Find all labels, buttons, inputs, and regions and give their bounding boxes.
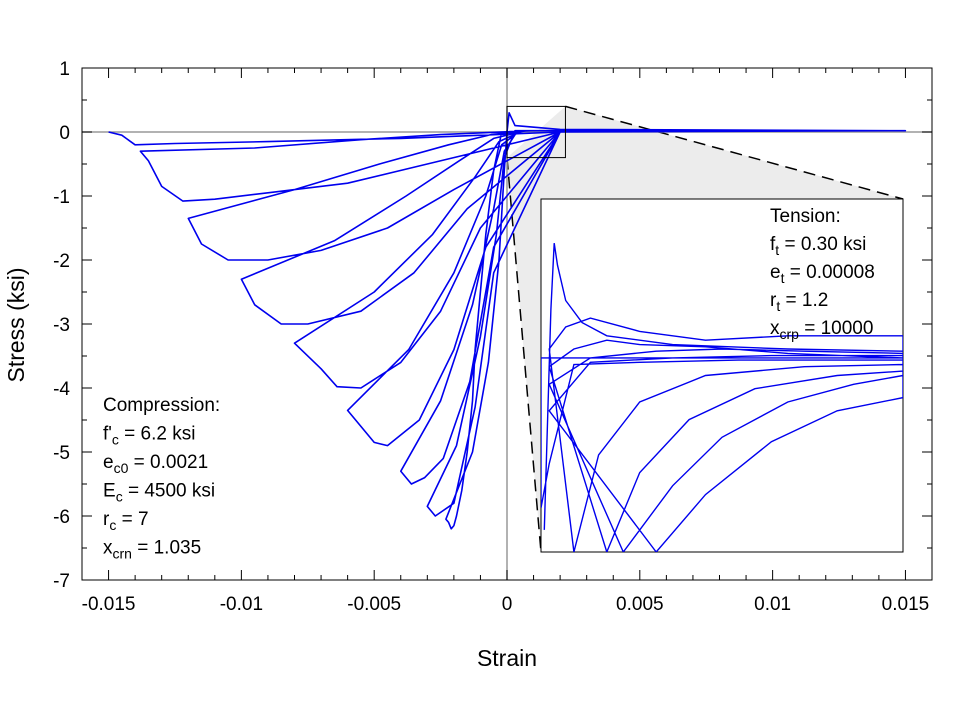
zoom-connector (565, 105, 904, 200)
x-tick-label: 0.005 (616, 594, 664, 615)
x-tick-label: 0.01 (754, 594, 791, 615)
annotation-header: Compression: (103, 395, 220, 416)
x-axis-label: Strain (477, 645, 537, 671)
x-tick-label: 0 (502, 594, 513, 615)
y-axis: 1 0 -1 -2 -3 -4 -5 -6 -7 (53, 59, 932, 592)
annotation-header: Tension: (770, 206, 841, 227)
x-tick-label: -0.015 (82, 594, 136, 615)
annotation-line: et = 0.00008 (770, 262, 875, 286)
y-tick-label: -4 (53, 379, 70, 400)
zoom-region (506, 105, 566, 159)
tension-annotation: Tension: ft = 0.30 ksi et = 0.00008 rt = 1.… (770, 206, 875, 342)
inset-series-line (541, 242, 903, 552)
y-tick-label: -5 (53, 443, 70, 464)
x-tick-label: -0.005 (347, 594, 401, 615)
y-tick-label: 0 (59, 123, 70, 144)
annotation-line: xcrn = 1.035 (103, 538, 201, 562)
series-line (108, 112, 907, 530)
y-tick-label: -6 (53, 507, 70, 528)
annotation-line: f'c = 6.2 ksi (103, 424, 195, 448)
compression-annotation: Compression: f'c = 6.2 ksi ec0 = 0.0021 Ec … (103, 395, 220, 562)
y-tick-label: -7 (53, 571, 70, 592)
x-tick-label: -0.01 (220, 594, 263, 615)
annotation-line: xcrp = 10000 (770, 318, 873, 342)
main-series (108, 112, 907, 530)
zoom-connector (506, 157, 542, 553)
annotation-line: rc = 7 (103, 509, 149, 533)
y-axis-label: Stress (ksi) (3, 268, 29, 383)
y-tick-label: 1 (59, 59, 70, 80)
y-tick-label: -2 (53, 251, 70, 272)
x-axis: -0.015 -0.01 -0.005 0 0.005 0.01 0.015 (81, 68, 933, 615)
inset-panel (506, 105, 904, 553)
annotation-line: Ec = 4500 ksi (103, 481, 215, 505)
annotation-line: ec0 = 0.0021 (103, 452, 208, 476)
y-tick-label: -1 (53, 187, 70, 208)
annotation-line: ft = 0.30 ksi (770, 234, 866, 258)
annotation-line: rt = 1.2 (770, 290, 828, 314)
y-tick-label: -3 (53, 315, 70, 336)
x-tick-label: 0.015 (882, 594, 930, 615)
